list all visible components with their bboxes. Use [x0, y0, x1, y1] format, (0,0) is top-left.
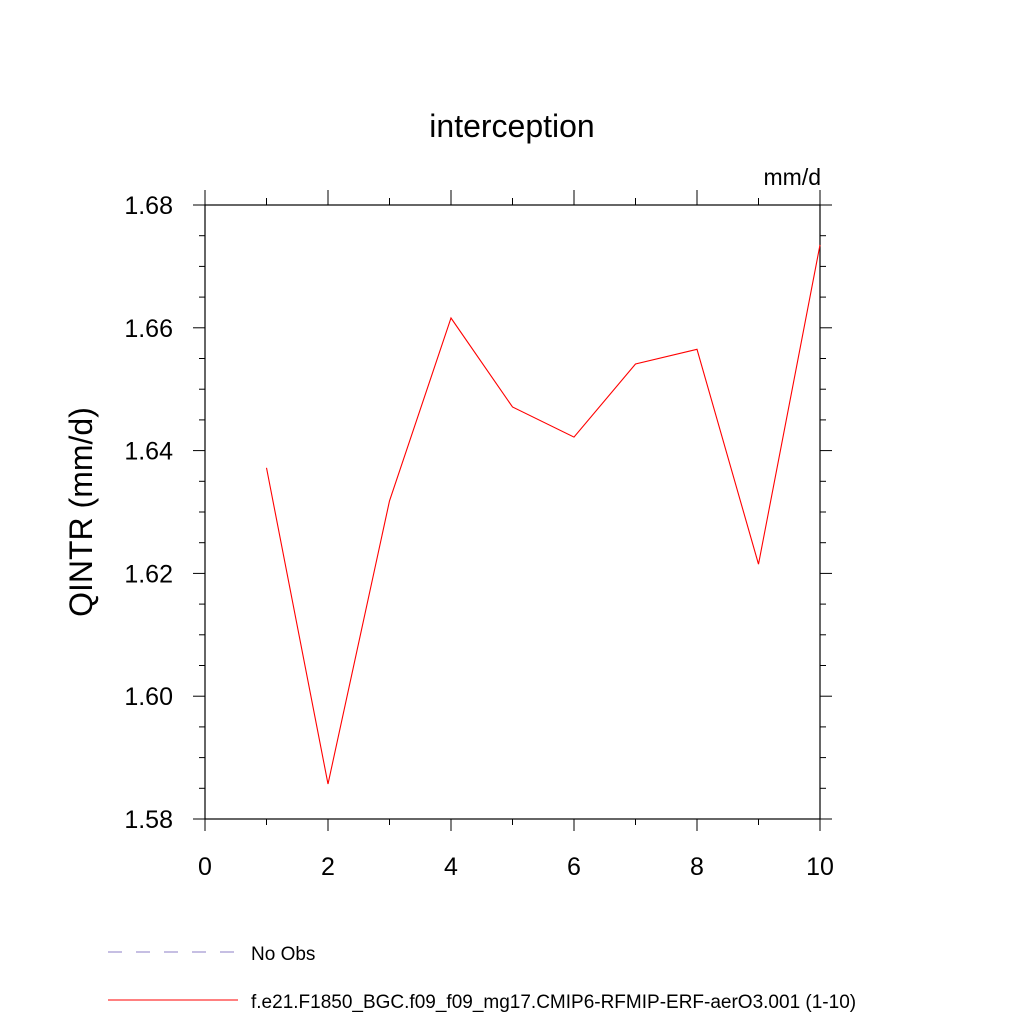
x-tick-label: 10: [806, 853, 834, 881]
x-tick-label: 2: [321, 853, 335, 881]
x-tick-label: 8: [690, 853, 704, 881]
y-tick-label: 1.68: [124, 192, 173, 220]
y-tick-label: 1.60: [124, 683, 173, 711]
chart-title: interception: [429, 108, 594, 144]
series-layer: [265, 244, 821, 785]
x-tick-label: 6: [567, 853, 581, 881]
legend: No Obs f.e21.F1850_BGC.f09_f09_mg17.CMIP6…: [108, 944, 856, 1013]
y-tick-label: 1.62: [124, 560, 173, 588]
x-tick-label: 0: [198, 853, 212, 881]
legend-label: f.e21.F1850_BGC.f09_f09_mg17.CMIP6-RFMIP…: [251, 992, 856, 1013]
x-tick-label: 4: [444, 853, 458, 881]
y-tick-label: 1.66: [124, 315, 173, 343]
units-label: mm/d: [764, 164, 822, 190]
legend-label: No Obs: [251, 944, 315, 965]
axis-ticks: [193, 190, 832, 831]
plot-frame: [204, 204, 821, 820]
tick-labels: 0 2 4 6 8 10 1.58 1.60 1.62 1.64 1.66 1.68: [124, 192, 834, 881]
y-axis-label: QINTR (mm/d): [63, 407, 99, 617]
series-line: [265, 244, 821, 785]
y-tick-label: 1.58: [124, 806, 173, 834]
y-tick-label: 1.64: [124, 438, 173, 466]
